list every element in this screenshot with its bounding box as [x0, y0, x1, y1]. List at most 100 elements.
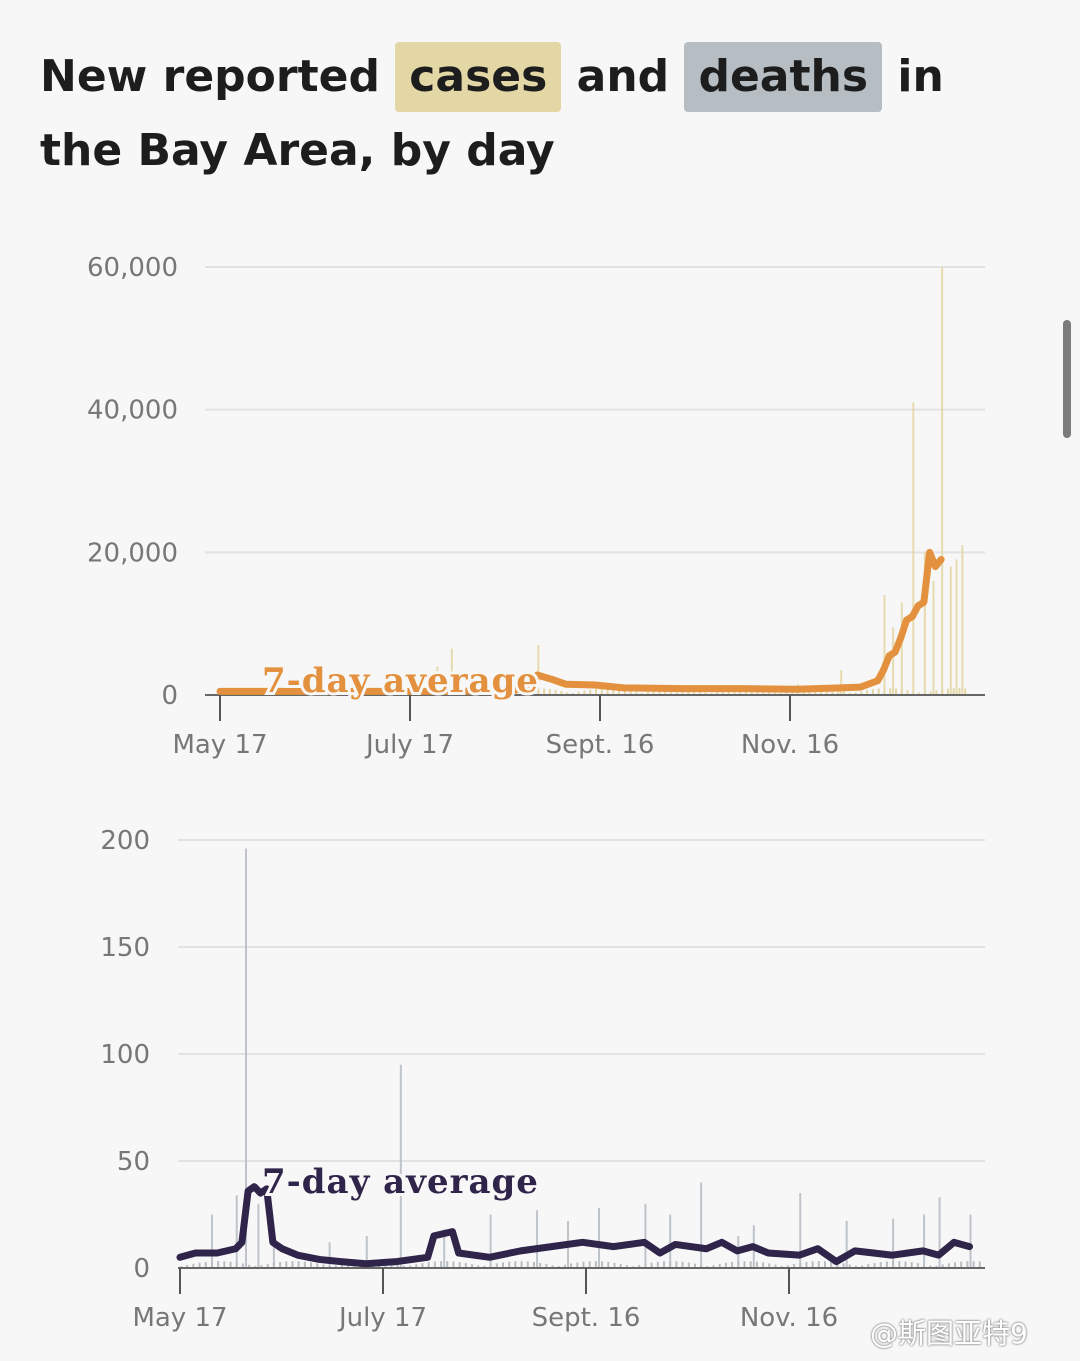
- daily-bar: [964, 688, 967, 695]
- daily-bar: [879, 1262, 882, 1268]
- daily-bar: [588, 1261, 591, 1268]
- daily-bar: [687, 1262, 690, 1268]
- daily-bar-spike: [489, 1214, 492, 1268]
- daily-bar: [341, 1264, 343, 1268]
- cases-highlight: cases: [395, 42, 562, 112]
- daily-bar: [743, 1261, 746, 1268]
- daily-bar: [724, 1262, 727, 1268]
- daily-bar: [291, 1261, 294, 1268]
- daily-bar: [786, 1265, 789, 1268]
- daily-bar: [415, 1264, 418, 1268]
- daily-bar: [543, 688, 546, 695]
- daily-bar-spike: [799, 1193, 802, 1268]
- daily-bar: [885, 1261, 888, 1268]
- daily-bar: [895, 688, 897, 695]
- daily-bar: [551, 1265, 554, 1268]
- daily-bar: [658, 689, 661, 695]
- daily-bar: [793, 1264, 796, 1268]
- headline-part2: in the Bay Area, by day: [40, 51, 944, 176]
- daily-bar: [916, 1263, 919, 1268]
- daily-bar: [471, 1264, 474, 1268]
- daily-bar-spike: [597, 1208, 600, 1268]
- daily-bar: [877, 688, 880, 695]
- daily-bar: [780, 1265, 783, 1268]
- daily-bar: [198, 1262, 201, 1268]
- daily-bar: [570, 1263, 573, 1268]
- daily-bar-spike: [436, 666, 439, 695]
- daily-bar-spike: [669, 1214, 672, 1268]
- daily-bar: [606, 688, 609, 695]
- daily-bar: [396, 1264, 399, 1268]
- daily-bar-spike: [536, 1210, 539, 1268]
- daily-bar: [334, 1265, 337, 1268]
- daily-bar: [935, 690, 938, 695]
- daily-bar: [545, 1263, 548, 1268]
- daily-bar: [811, 1261, 814, 1268]
- daily-bar: [861, 1265, 864, 1268]
- daily-bar: [526, 1261, 529, 1268]
- daily-bar: [532, 1262, 535, 1268]
- y-tick-label: 100: [100, 1040, 150, 1070]
- daily-bar: [755, 1261, 758, 1268]
- daily-bar: [582, 1261, 585, 1268]
- daily-bar: [824, 1261, 826, 1268]
- daily-bar: [623, 689, 626, 695]
- x-tick-label: Nov. 16: [741, 730, 839, 760]
- daily-bar: [646, 691, 649, 695]
- daily-bar: [935, 1265, 938, 1268]
- daily-bar: [440, 1261, 443, 1268]
- daily-bar: [842, 1263, 845, 1268]
- x-tick-label: May 17: [172, 730, 267, 760]
- daily-bar: [458, 1262, 461, 1268]
- daily-bar: [310, 1262, 313, 1268]
- daily-bar-spike: [955, 559, 958, 695]
- daily-bar-spike: [700, 1182, 703, 1268]
- daily-bar: [204, 1261, 207, 1268]
- y-tick-label: 200: [100, 826, 150, 856]
- daily-bar: [477, 1265, 480, 1268]
- daily-bar: [946, 688, 949, 695]
- daily-bar-spike: [932, 580, 935, 695]
- daily-bar-spike: [272, 1235, 275, 1268]
- daily-bar: [779, 692, 782, 695]
- daily-bar: [663, 1261, 665, 1268]
- daily-bar: [635, 692, 638, 695]
- daily-bar: [721, 690, 724, 695]
- seven-day-average-label: 7-day average: [262, 661, 539, 701]
- daily-bar-spike: [923, 1214, 926, 1268]
- scrollbar[interactable]: [1063, 320, 1071, 438]
- daily-bar: [260, 1265, 263, 1268]
- daily-bar-spike: [892, 1218, 895, 1268]
- daily-bar: [618, 688, 621, 695]
- daily-bar: [241, 1263, 244, 1268]
- daily-bar-spike: [969, 1214, 972, 1268]
- daily-bar: [972, 1261, 975, 1268]
- daily-bar-spike: [450, 648, 453, 695]
- y-tick-label: 20,000: [87, 538, 178, 568]
- daily-bar: [843, 691, 846, 695]
- daily-bar: [871, 689, 874, 695]
- daily-bar: [279, 1261, 282, 1268]
- daily-bar: [520, 1261, 523, 1268]
- daily-bar: [531, 688, 534, 695]
- daily-bar: [952, 688, 955, 695]
- daily-bar: [929, 1265, 932, 1268]
- daily-bar: [947, 1263, 950, 1268]
- daily-bar: [452, 1261, 455, 1268]
- daily-bar: [594, 1261, 597, 1268]
- daily-bar-spike: [257, 1203, 260, 1268]
- y-tick-label: 40,000: [87, 396, 178, 426]
- daily-bar: [625, 1265, 628, 1268]
- daily-bar: [978, 1261, 981, 1268]
- y-tick-label: 150: [100, 933, 150, 963]
- daily-bar: [960, 1261, 963, 1268]
- daily-bar-spike: [938, 1197, 941, 1268]
- daily-bar: [297, 1261, 300, 1268]
- daily-bar-spike: [900, 602, 903, 695]
- daily-bar-spike: [912, 402, 915, 695]
- daily-bar: [600, 688, 603, 695]
- daily-bar: [656, 1261, 659, 1268]
- daily-bar: [958, 688, 961, 695]
- daily-bar: [402, 1265, 405, 1268]
- daily-bar: [904, 1261, 907, 1268]
